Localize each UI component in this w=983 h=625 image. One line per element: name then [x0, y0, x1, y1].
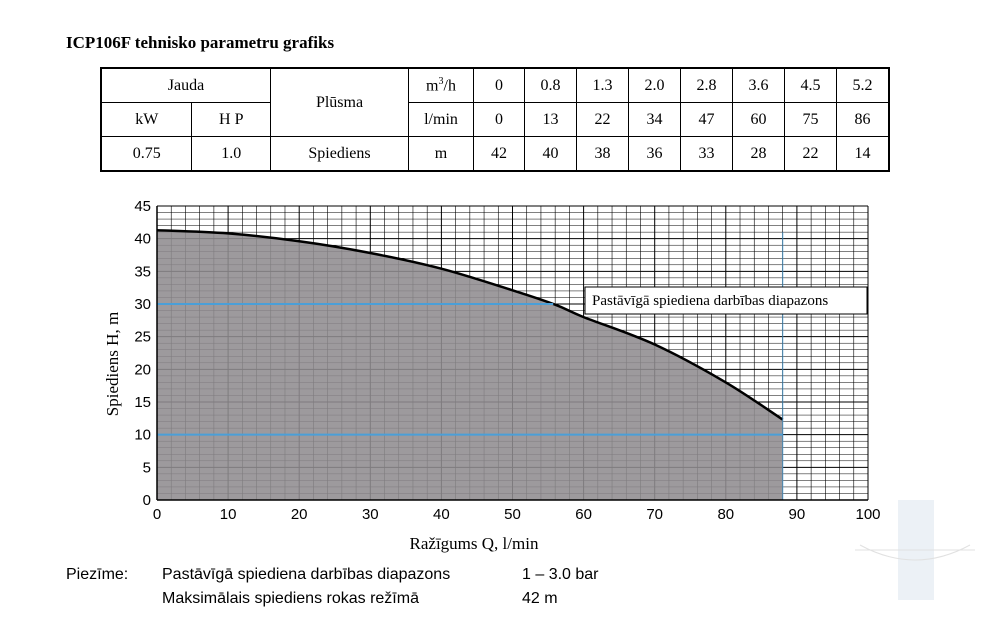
head-cell: 28 — [732, 136, 785, 172]
flow-m3h-cell: 2.0 — [628, 67, 681, 103]
unit-m3h: m3/h — [408, 67, 474, 103]
y-tick-label: 5 — [143, 459, 151, 476]
flow-lmin-cell: 47 — [680, 102, 733, 137]
kw-header: kW — [100, 102, 193, 137]
tick-labels: 0 10 20 30 40 50 60 70 80 90 100 0 5 10 15 20 25 30 35 40 45 — [134, 198, 880, 523]
kw-value: 0.75 — [100, 136, 193, 172]
flow-m3h-cell: 2.8 — [680, 67, 733, 103]
y-tick-label: 10 — [134, 427, 151, 444]
x-tick-label: 100 — [855, 506, 880, 523]
x-tick-label: 60 — [575, 506, 592, 523]
x-tick-label: 30 — [362, 506, 379, 523]
flow-lmin-cell: 34 — [628, 102, 681, 137]
note-value: 1 – 3.0 bar — [522, 566, 599, 583]
page-title: ICP106F tehnisko parametru grafiks — [66, 33, 335, 52]
note-value: 42 m — [522, 590, 558, 607]
flow-m3h-cell: 0.8 — [524, 67, 577, 103]
y-tick-label: 40 — [134, 231, 151, 248]
y-tick-label: 30 — [134, 296, 151, 313]
head-cell: 22 — [784, 136, 837, 172]
axes — [156, 206, 868, 501]
flow-m3h-cell: 3.6 — [732, 67, 785, 103]
note-text: Maksimālais spiediens rokas režīmā — [162, 590, 419, 607]
x-tick-label: 40 — [433, 506, 450, 523]
flow-m3h-cell: 5.2 — [836, 67, 890, 103]
watermark-logo — [855, 500, 975, 600]
curve-area — [156, 228, 784, 500]
x-tick-label: 90 — [789, 506, 806, 523]
x-tick-label: 0 — [153, 506, 161, 523]
flow-lmin-cell: 0 — [473, 102, 525, 137]
y-tick-label: 35 — [134, 263, 151, 280]
power-header: Jauda — [100, 67, 271, 103]
flow-m3h-cell: 1.3 — [576, 67, 629, 103]
flow-lmin-cell: 13 — [524, 102, 577, 137]
y-axis-title: Spiediens H, m — [103, 312, 122, 416]
note-text: Pastāvīgā spiediena darbības diapazons — [162, 566, 451, 583]
range-lines — [157, 232, 784, 500]
x-tick-label: 80 — [717, 506, 734, 523]
x-tick-label: 70 — [646, 506, 663, 523]
annotation-box: Pastāvīgā spiediena darbības diapazons — [584, 286, 868, 315]
y-tick-label: 20 — [134, 361, 151, 378]
area-fill — [157, 230, 783, 500]
head-cell: 36 — [628, 136, 681, 172]
flow-header: Plūsma — [270, 67, 409, 137]
series-line — [156, 228, 784, 421]
flow-m3h-cell: 4.5 — [784, 67, 837, 103]
head-cell: 33 — [680, 136, 733, 172]
flow-lmin-cell: 22 — [576, 102, 629, 137]
unit-lmin: l/min — [408, 102, 474, 137]
y-tick-label: 15 — [134, 394, 151, 411]
x-tick-label: 50 — [504, 506, 521, 523]
x-tick-label: 20 — [291, 506, 308, 523]
y-tick-label: 0 — [143, 492, 151, 509]
pressure-header: Spiediens — [270, 136, 409, 172]
head-cell: 40 — [524, 136, 577, 172]
x-axis-title: Ražīgums Q, l/min — [410, 534, 539, 553]
hp-header: H P — [191, 102, 271, 137]
x-tick-label: 10 — [220, 506, 237, 523]
flow-lmin-cell: 60 — [732, 102, 785, 137]
head-cell: 42 — [473, 136, 525, 172]
head-cell: 14 — [836, 136, 890, 172]
spec-table: Jauda Plūsma m3/h 0 0.8 1.3 2.0 2.8 3.6 … — [100, 67, 890, 172]
y-tick-label: 45 — [134, 198, 151, 215]
annotation-text: Pastāvīgā spiediena darbības diapazons — [592, 293, 828, 309]
y-tick-label: 25 — [134, 329, 151, 346]
unit-m: m — [408, 136, 474, 172]
flow-m3h-cell: 0 — [473, 67, 525, 103]
flow-lmin-cell: 86 — [836, 102, 890, 137]
flow-lmin-cell: 75 — [784, 102, 837, 137]
note-label: Piezīme: — [66, 566, 129, 583]
